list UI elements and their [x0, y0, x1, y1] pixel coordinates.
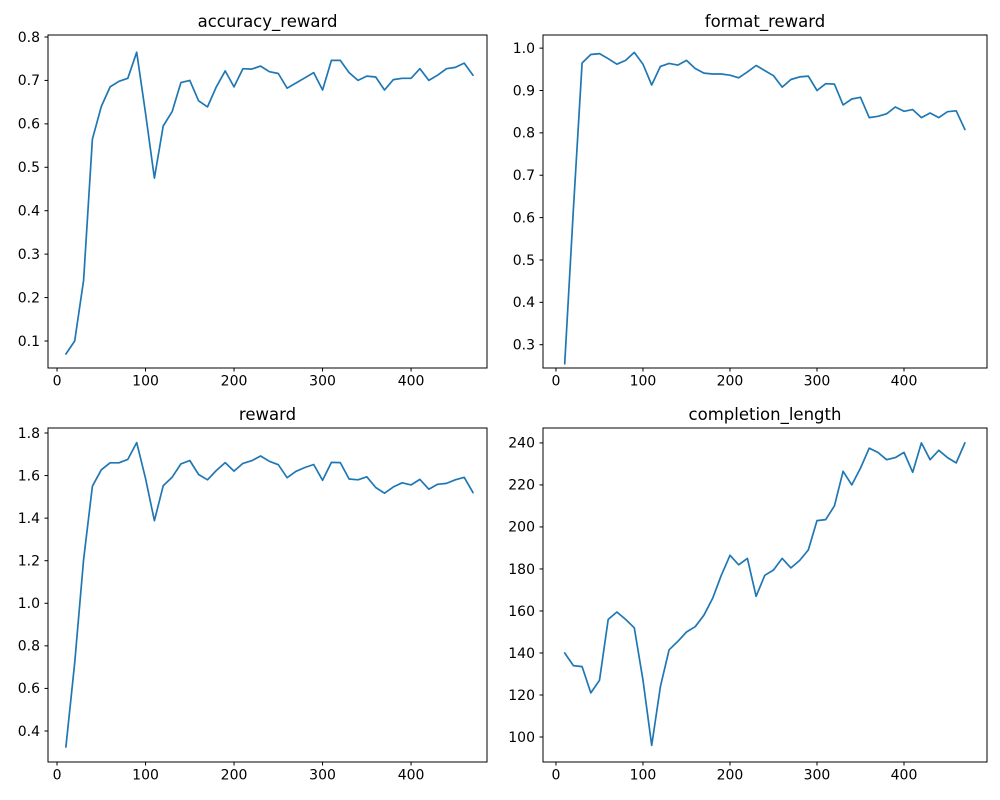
- y-tick-label: 1.4: [18, 511, 40, 527]
- x-tick-label: 400: [398, 374, 425, 390]
- x-tick-label: 0: [53, 768, 62, 784]
- x-tick-label: 300: [804, 374, 831, 390]
- data-line: [563, 442, 966, 747]
- format-reward-plot: format_reward 0 100 200 300 400 0.3 0.4 0.5 0.6 0.…: [513, 12, 988, 390]
- y-tick-label: 1.0: [513, 41, 535, 57]
- y-tick-label: 160: [508, 604, 535, 620]
- x-tick-label: 300: [309, 768, 336, 784]
- x-tick-label: 300: [804, 768, 831, 784]
- plot-frame: [542, 34, 988, 369]
- x-tick-label: 400: [398, 768, 425, 784]
- y-tick-label: 0.3: [513, 337, 535, 353]
- y-tick-label: 0.8: [513, 126, 535, 142]
- y-tick-label: 120: [508, 688, 535, 704]
- plot-title: format_reward: [705, 12, 825, 32]
- accuracy-reward-plot: accuracy_reward 0 100 200 300 400 0.1 0.2 0.3 0.4…: [18, 12, 488, 390]
- x-tick-label: 100: [132, 768, 159, 784]
- x-tick-label: 100: [132, 374, 159, 390]
- y-tick-label: 140: [508, 646, 535, 662]
- y-tick-label: 0.1: [18, 334, 40, 350]
- y-tick-label: 0.4: [513, 295, 535, 311]
- y-tick-label: 0.6: [18, 681, 40, 697]
- x-tick-label: 0: [552, 374, 561, 390]
- data-line: [65, 441, 474, 748]
- y-tick-label: 0.7: [18, 73, 40, 89]
- plot-title: reward: [239, 405, 296, 424]
- y-tick-label: 200: [508, 520, 535, 536]
- y-tick-label: 1.2: [18, 554, 40, 570]
- y-tick-label: 0.3: [18, 247, 40, 263]
- y-tick-label: 0.6: [513, 210, 535, 226]
- y-tick-label: 0.4: [18, 204, 40, 220]
- x-tick-label: 200: [221, 768, 248, 784]
- data-line: [563, 51, 966, 365]
- subplot-reward: reward 0 100 200 300 400 0.4 0.6 0.8 1.0 1.2 1.4 1.6…: [0, 400, 500, 800]
- y-tick-label: 0.9: [513, 83, 535, 99]
- y-tick-label: 0.2: [18, 290, 40, 306]
- x-tick-label: 0: [53, 374, 62, 390]
- y-tick-label: 240: [508, 436, 535, 452]
- y-tick-label: 1.6: [18, 468, 40, 484]
- x-tick-label: 200: [717, 374, 744, 390]
- x-tick-label: 400: [891, 768, 918, 784]
- y-tick-label: 0.5: [513, 253, 535, 269]
- plot-title: accuracy_reward: [198, 12, 338, 32]
- y-tick-label: 0.8: [18, 639, 40, 655]
- y-tick-label: 0.6: [18, 117, 40, 133]
- y-tick-label: 0.4: [18, 724, 40, 740]
- completion-length-plot: completion_length 0 100 200 300 400 100 120 140 1…: [508, 405, 988, 784]
- y-tick-label: 100: [508, 730, 535, 746]
- y-tick-label: 0.7: [513, 168, 535, 184]
- subplot-format-reward: format_reward 0 100 200 300 400 0.3 0.4 0.5 0.6 0.…: [500, 0, 1000, 400]
- y-tick-label: 0.5: [18, 160, 40, 176]
- x-tick-label: 0: [552, 768, 561, 784]
- x-tick-label: 100: [630, 374, 657, 390]
- subplot-accuracy-reward: accuracy_reward 0 100 200 300 400 0.1 0.2 0.3 0.4…: [0, 0, 500, 400]
- plot-title: completion_length: [689, 405, 842, 425]
- x-tick-label: 200: [221, 374, 248, 390]
- subplot-completion-length: completion_length 0 100 200 300 400 100 120 140 1…: [500, 400, 1000, 800]
- y-tick-label: 1.8: [18, 426, 40, 442]
- y-tick-label: 0.8: [18, 30, 40, 46]
- x-tick-label: 300: [309, 374, 336, 390]
- y-tick-label: 180: [508, 562, 535, 578]
- data-line: [65, 51, 474, 355]
- x-tick-label: 100: [630, 768, 657, 784]
- plot-frame: [542, 427, 988, 763]
- y-tick-label: 220: [508, 478, 535, 494]
- reward-plot: reward 0 100 200 300 400 0.4 0.6 0.8 1.0 1.2 1.4 1.6…: [18, 405, 488, 784]
- plot-frame: [47, 34, 488, 369]
- x-tick-label: 200: [717, 768, 744, 784]
- x-tick-label: 400: [891, 374, 918, 390]
- y-tick-label: 1.0: [18, 596, 40, 612]
- plot-frame: [47, 427, 488, 763]
